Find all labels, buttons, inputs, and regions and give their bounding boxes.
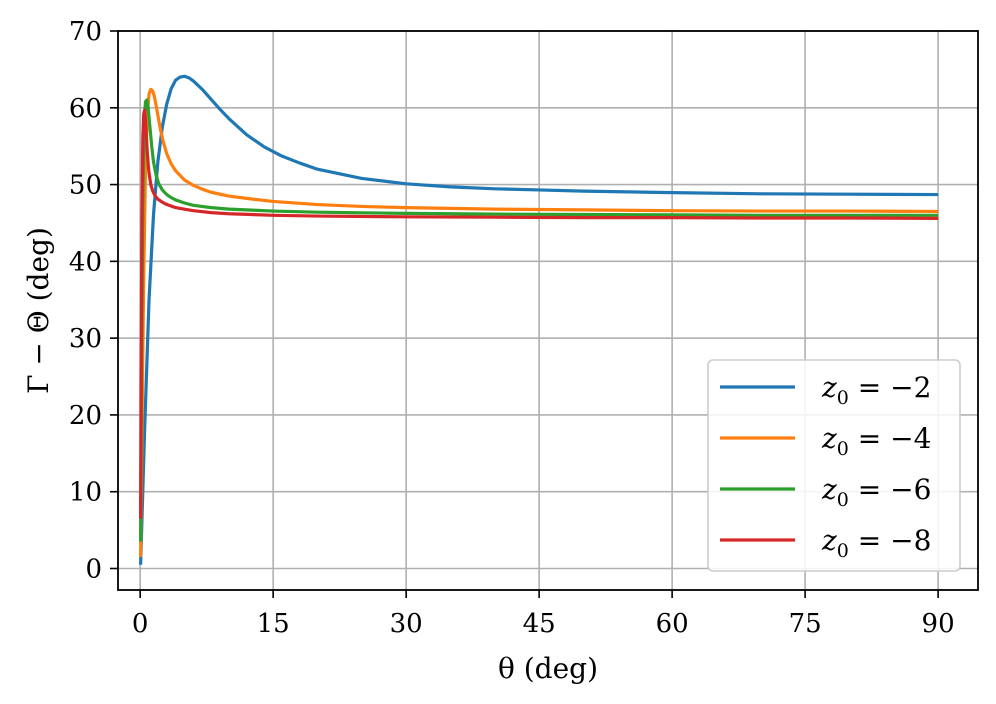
x-tick-label: 15 — [257, 609, 290, 639]
x-tick-label: 75 — [789, 609, 822, 639]
legend-label-1: z0 = −2 — [821, 371, 931, 409]
y-tick-label: 0 — [85, 555, 102, 585]
legend-label-2: z0 = −4 — [821, 422, 931, 460]
y-tick-label: 30 — [69, 324, 102, 354]
x-tick-label: 0 — [132, 609, 149, 639]
x-axis-label: θ (deg) — [498, 652, 598, 685]
legend-label-4: z0 = −8 — [821, 524, 931, 562]
legend-label-3: z0 = −6 — [821, 473, 931, 511]
y-tick-label: 70 — [69, 17, 102, 47]
series-line-2 — [139, 87, 939, 557]
y-tick-label: 20 — [69, 401, 102, 431]
y-tick-label: 60 — [69, 94, 102, 124]
x-tick-label: 90 — [922, 609, 955, 639]
legend: z0 = −2 z0 = −4 z0 = −6 z0 = −8 — [707, 359, 961, 572]
legend-box — [707, 359, 961, 572]
series-line-3 — [139, 98, 939, 542]
x-tick-label: 45 — [523, 609, 556, 639]
series-line-1 — [139, 74, 939, 565]
x-axis: 0 15 30 45 60 75 90 — [132, 590, 955, 639]
y-tick-label: 10 — [69, 478, 102, 508]
series-line-4 — [139, 108, 939, 519]
y-axis-label: Γ − Θ (deg) — [22, 227, 55, 394]
x-tick-label: 60 — [656, 609, 689, 639]
y-tick-label: 40 — [69, 247, 102, 277]
plot-frame — [117, 30, 979, 591]
plot-lines — [139, 74, 939, 565]
y-axis: 0 10 20 30 40 50 60 70 — [69, 17, 118, 585]
y-tick-label: 50 — [69, 171, 102, 201]
x-tick-label: 30 — [390, 609, 423, 639]
